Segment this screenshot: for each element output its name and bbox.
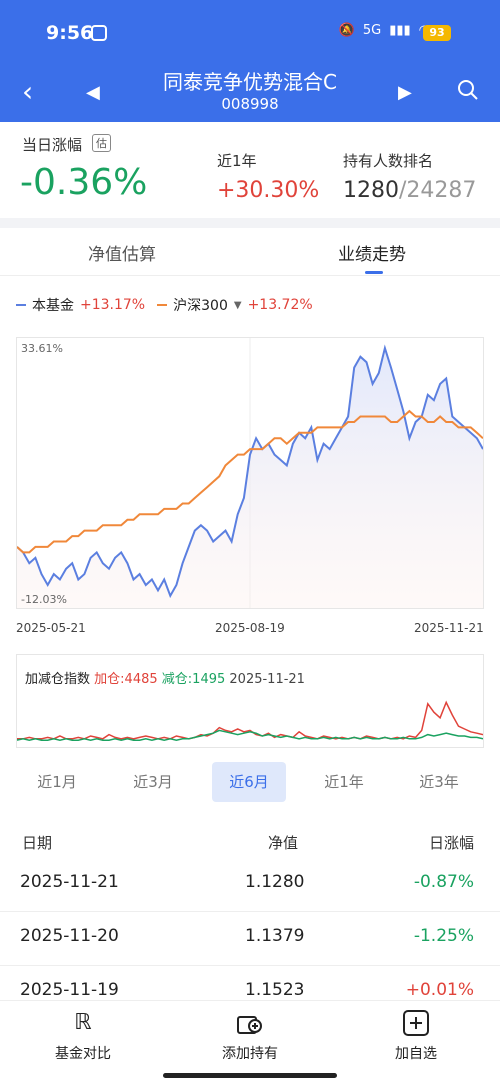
period-1y[interactable]: 近1年 [324,773,364,791]
fund-summary: 当日涨幅 估 -0.36% 近1年 +30.30% 持有人数排名 1280/24… [0,122,500,218]
compare-icon: ℝ [74,1010,92,1035]
tab-nav-estimate[interactable]: 净值估算 [88,245,156,265]
index-legend-label[interactable]: 沪深300 [173,298,228,314]
holder-rank-number: 1280 [343,178,399,203]
add-watchlist-button[interactable]: 加自选 [366,1009,466,1063]
period-3y[interactable]: 近3年 [419,773,459,791]
day-change-value: -0.36% [20,162,148,203]
network-label: 5G [362,23,382,38]
holder-rank-total: /24287 [399,178,477,203]
tab-performance[interactable]: 业绩走势 [338,245,406,265]
add-position-label: 加仓: [94,672,125,687]
fund-code: 008998 [221,95,279,113]
search-icon[interactable] [457,79,479,101]
row-date: 2025-11-21 [20,872,119,892]
row-change: +0.01% [405,980,474,1000]
home-indicator [163,1073,337,1078]
holder-rank-label: 持有人数排名 [343,152,434,170]
row-change: -0.87% [413,872,474,892]
header-date: 日期 [22,834,53,852]
position-index-chart [17,700,483,741]
battery-indicator: 93 [423,25,451,41]
add-holding-label: 添加持有 [222,1046,278,1062]
index-dropdown-icon[interactable]: ▼ [233,299,242,311]
bottom-action-bar: ℝ 基金对比 添加持有 加自选 [0,1000,500,1087]
add-watchlist-label: 加自选 [395,1046,437,1062]
row-date: 2025-11-20 [20,926,119,946]
prev-fund-icon[interactable]: ◀ [86,82,100,103]
chart-legend: 本基金 +13.17% 沪深300 ▼ +13.72% [16,295,313,315]
fund-legend-label: 本基金 [32,298,74,314]
x-tick-mid: 2025-08-19 [215,621,285,635]
row-nav: 1.1280 [245,872,305,892]
header-change: 日涨幅 [428,834,474,852]
period-6m[interactable]: 近6月 [212,762,286,802]
index-legend-swatch [157,304,168,306]
y-max-label: 33.61% [21,342,63,355]
active-tab-indicator [365,271,383,274]
position-index-date: 2025-11-21 [229,672,305,687]
estimate-badge: 估 [92,134,111,152]
y-min-label: -12.03% [21,593,67,606]
index-legend-value: +13.72% [247,297,313,313]
row-nav: 1.1523 [245,980,305,1000]
reduce-position-label: 减仓: [161,672,193,687]
holder-rank-value: 1280/24287 [343,178,476,203]
signal-icon: ▮▮▮ [389,23,411,38]
compare-label: 基金对比 [55,1046,111,1062]
status-icons: 🔕 5G ▮▮▮ ◠ [339,23,430,38]
add-holding-icon [237,1016,262,1034]
table-row[interactable]: 2025-11-21 1.1280 -0.87% [0,858,500,912]
add-holding-button[interactable]: 添加持有 [200,1009,300,1063]
fund-legend-swatch [16,304,26,306]
performance-chart-svg [16,338,484,608]
row-date: 2025-11-19 [20,980,119,1000]
back-arrow-icon[interactable]: ‹ [22,75,34,108]
header-nav: 净值 [268,834,299,852]
x-tick-end: 2025-11-21 [414,621,484,635]
table-row[interactable]: 2025-11-20 1.1379 -1.25% [0,912,500,966]
position-index-header: 加减仓指数 加仓:4485 减仓:1495 2025-11-21 [25,668,305,687]
row-change: -1.25% [413,926,474,946]
period-3m[interactable]: 近3月 [133,773,173,791]
position-index-title: 加减仓指数 [25,672,91,687]
next-fund-icon[interactable]: ▶ [398,82,412,103]
chart-tabs: 净值估算 业绩走势 [0,228,500,276]
performance-chart[interactable]: 33.61% -12.03% [16,337,484,609]
index-series-line [16,409,484,554]
reduce-position-line [17,729,483,741]
mute-icon: 🔕 [338,23,355,38]
fund-series-line [16,344,484,599]
row-nav: 1.1379 [245,926,305,946]
fund-title: 同泰竞争优势混合C [163,70,337,94]
status-time: 9:56 [46,22,94,44]
fund-legend-value: +13.17% [80,297,146,313]
nav-bar: ‹ ◀ 同泰竞争优势混合C 008998 ▶ [0,66,500,122]
day-change-label: 当日涨幅 [22,136,83,154]
compare-button[interactable]: ℝ 基金对比 [33,1009,133,1063]
status-bar: 9:56 🔕 5G ▮▮▮ ◠ 93 [0,0,500,66]
add-position-line [17,700,483,740]
year-change-value: +30.30% [217,178,320,203]
section-divider [0,218,500,228]
reduce-position-value: 1495 [192,672,226,687]
x-tick-start: 2025-05-21 [16,621,86,635]
period-selector: 近1月 近3月 近6月 近1年 近3年 [0,762,500,802]
add-position-value: 4485 [124,672,158,687]
add-watchlist-icon [403,1010,429,1036]
year-change-label: 近1年 [217,152,257,170]
position-index-box: 加减仓指数 加仓:4485 减仓:1495 2025-11-21 [16,654,484,748]
fund-area-fill [17,348,483,608]
app-notification-icon [91,25,107,41]
period-1m[interactable]: 近1月 [37,773,77,791]
